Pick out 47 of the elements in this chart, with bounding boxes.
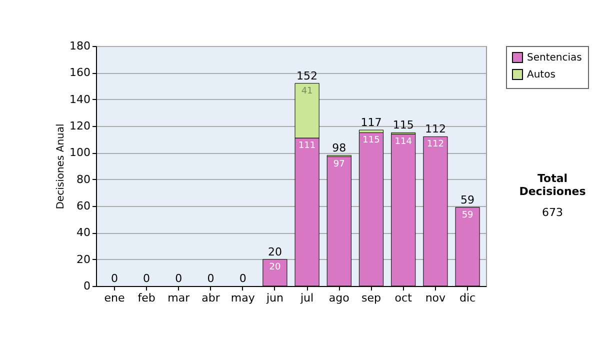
data-label: 97 — [333, 160, 345, 170]
y-tick-label: 160 — [70, 66, 90, 80]
x-tick-label: jun — [265, 292, 284, 304]
y-tick-label: 140 — [70, 92, 90, 106]
x-tick-label: feb — [138, 292, 156, 304]
total-label: 112 — [424, 122, 446, 136]
data-label: 41 — [301, 86, 313, 96]
x-tick-label: oct — [394, 292, 413, 304]
total-label: 115 — [392, 118, 414, 132]
y-tick-label: 180 — [70, 40, 90, 52]
x-tick-label: abr — [202, 292, 220, 304]
data-label: 112 — [426, 140, 444, 150]
y-axis-title: Decisiones Anual — [56, 124, 67, 210]
x-tick-label: dic — [459, 292, 476, 304]
x-tick-label: ago — [328, 292, 350, 304]
x-tick-label: ene — [104, 292, 125, 304]
total-label: 0 — [110, 272, 118, 285]
x-tick-label: jul — [300, 292, 314, 304]
total-label: 152 — [296, 69, 318, 82]
x-tick-label: may — [230, 292, 256, 304]
y-tick-label: 0 — [84, 280, 90, 292]
data-label: 115 — [362, 136, 380, 146]
data-label: 114 — [394, 137, 412, 147]
y-tick-label: 60 — [76, 200, 90, 212]
total-label: 0 — [239, 272, 246, 285]
data-label: 59 — [462, 210, 474, 220]
x-tick-label: sep — [362, 292, 382, 304]
y-tick-label: 80 — [76, 172, 90, 186]
y-tick-label: 120 — [70, 120, 90, 132]
x-tick-label: mar — [168, 292, 190, 304]
total-label: 0 — [207, 272, 214, 285]
y-tick-label: 40 — [76, 226, 90, 240]
text: 673 — [541, 206, 564, 219]
total-label: 0 — [175, 272, 182, 285]
legend-label: Sentencias — [527, 52, 582, 64]
y-tick-label: 20 — [76, 252, 90, 266]
data-label: 111 — [298, 141, 316, 151]
total-label: 98 — [332, 141, 346, 154]
total-label: 59 — [460, 193, 475, 206]
y-tick-label: 100 — [70, 146, 90, 160]
legend-label: Autos — [527, 70, 556, 80]
total-label: 20 — [268, 245, 282, 258]
text: Total Decisiones — [518, 172, 587, 198]
data-label: 20 — [269, 262, 281, 272]
x-tick-label: nov — [425, 292, 446, 304]
total-label: 117 — [360, 116, 382, 129]
total-label: 0 — [143, 272, 150, 285]
